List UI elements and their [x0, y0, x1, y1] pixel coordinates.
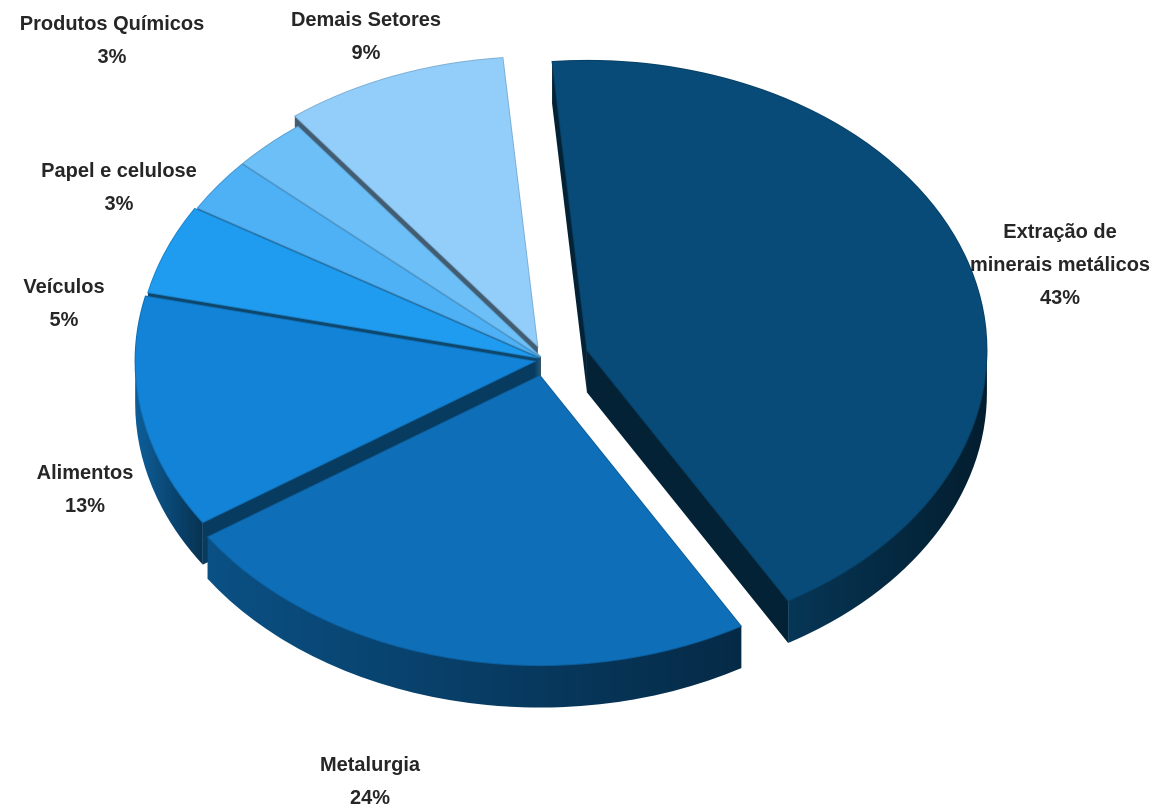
slice-label-veiculos: Veículos 5%: [23, 276, 104, 331]
slice-value-label: 5%: [50, 309, 79, 331]
slice-value-label: 3%: [105, 193, 134, 215]
slice-value-label: 43%: [1040, 287, 1080, 309]
slice-value-label: 3%: [98, 46, 127, 68]
pie-slice-papel-e-celulose: [196, 163, 541, 358]
slice-category-label: Papel e celulose: [41, 160, 197, 182]
pie-slice-side-extracao-de-minerais-metalicos-wall-0: [552, 61, 587, 393]
pie-slice-demais-setores: [293, 57, 539, 348]
pie-slice-alimentos: [134, 295, 537, 524]
slice-label-papel-e-celulose: Papel e celulose 3%: [41, 160, 197, 215]
slice-label-metalurgia: Metalurgia 24%: [320, 754, 421, 804]
slice-value-label: 24%: [350, 787, 390, 804]
pie-slice-side-extracao-de-minerais-metalicos: [788, 350, 987, 643]
pie-slice-side-alimentos: [135, 361, 203, 565]
pie-slice-side-metalurgia: [207, 536, 742, 708]
slice-category-label: Alimentos: [37, 462, 134, 484]
slice-category-label: Extração de: [1003, 221, 1116, 243]
slice-category-label: minerais metálicos: [970, 254, 1150, 276]
pie-slice-extracao-de-minerais-metalicos: [551, 59, 988, 602]
slice-category-label: Metalurgia: [320, 754, 421, 776]
slice-category-label: Veículos: [23, 276, 104, 298]
slice-value-label: 13%: [65, 495, 105, 517]
slice-label-alimentos: Alimentos 13%: [37, 462, 134, 517]
slice-label-produtos-quimicos: Produtos Químicos 3%: [20, 13, 204, 68]
pie-slice-tops: [134, 57, 988, 667]
slice-category-label: Demais Setores: [291, 9, 441, 31]
pie-slice-metalurgia: [206, 374, 743, 667]
pie-slice-produtos-quimicos: [241, 125, 542, 358]
pie-slice-side-extracao-de-minerais-metalicos-wall-1: [586, 350, 789, 643]
slice-label-demais-setores: Demais Setores 9%: [291, 9, 441, 64]
slice-value-label: 9%: [352, 42, 381, 64]
slice-label-extracao-de-minerais-metalicos: Extração de minerais metálicos 43%: [970, 221, 1150, 309]
slice-category-label: Produtos Químicos: [20, 13, 204, 35]
pie-slice-veiculos: [147, 207, 538, 359]
